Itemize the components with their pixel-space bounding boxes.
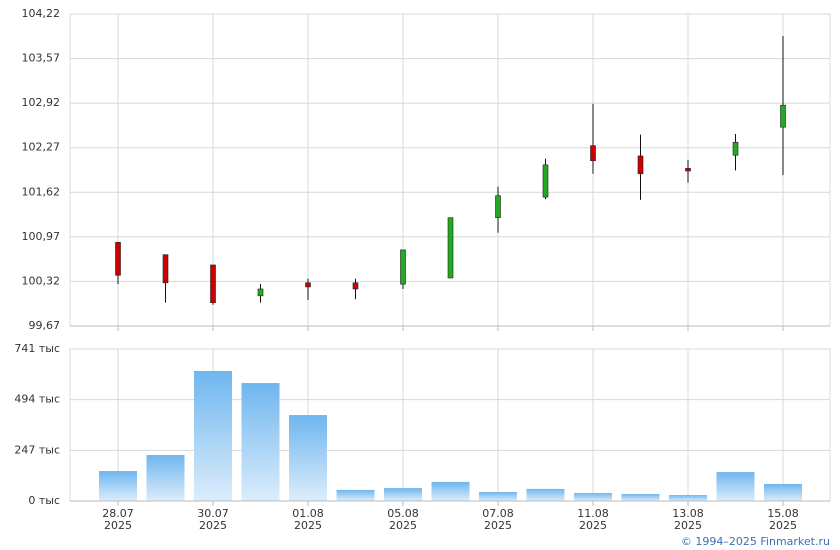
- x-tick-year: 2025: [294, 519, 322, 532]
- candle-body: [210, 264, 216, 303]
- x-tick-label: 15.08: [767, 507, 799, 520]
- y-tick-label: 100,97: [22, 230, 61, 243]
- y-tick-label: 103,57: [22, 52, 61, 65]
- candle-body: [495, 195, 501, 218]
- y-tick-label: 101,62: [22, 185, 61, 198]
- volume-bar: [384, 488, 422, 501]
- volume-bar: [146, 455, 185, 501]
- y-tick-label: 100,32: [22, 274, 61, 287]
- candle-body: [637, 155, 644, 175]
- y-tick-label: 494 тыс: [14, 393, 60, 406]
- y-tick-label: 104,22: [22, 7, 61, 20]
- volume-bar: [99, 471, 137, 501]
- volume-bar: [479, 491, 517, 501]
- volume-bar: [574, 493, 612, 501]
- x-tick-year: 2025: [674, 519, 702, 532]
- candle-body: [542, 164, 549, 198]
- y-tick-label: 247 тыс: [14, 443, 60, 456]
- volume-bar: [194, 370, 232, 501]
- x-tick-year: 2025: [199, 519, 227, 532]
- x-tick-year: 2025: [389, 519, 417, 532]
- x-tick-year: 2025: [769, 519, 797, 532]
- volume-bar: [289, 415, 327, 501]
- candle-body: [447, 217, 454, 279]
- candle-body: [352, 282, 359, 290]
- x-tick-label: 05.08: [387, 507, 419, 520]
- candle-body: [780, 104, 786, 128]
- x-tick-label: 07.08: [482, 507, 514, 520]
- plot-area: [69, 13, 831, 327]
- candle-body: [400, 249, 406, 285]
- volume-bar: [669, 495, 707, 501]
- candle-body: [590, 145, 596, 162]
- volume-bar: [241, 383, 280, 501]
- x-tick-label: 28.07: [102, 507, 134, 520]
- candle-body: [685, 167, 691, 172]
- volume-bar: [336, 489, 375, 501]
- x-tick-label: 13.08: [672, 507, 704, 520]
- volume-bar: [764, 483, 802, 501]
- candle-body: [305, 282, 311, 288]
- x-tick-label: 01.08: [292, 507, 324, 520]
- y-tick-label: 0 тыс: [28, 494, 60, 507]
- candle-body: [732, 141, 739, 156]
- volume-bar: [431, 481, 470, 501]
- x-tick-year: 2025: [579, 519, 607, 532]
- x-tick-label: 11.08: [577, 507, 609, 520]
- candle-body: [162, 254, 169, 284]
- candle-body: [257, 288, 264, 297]
- volume-bar: [526, 488, 565, 501]
- x-tick-year: 2025: [104, 519, 132, 532]
- y-tick-label: 102,92: [22, 96, 61, 109]
- volume-bar: [621, 494, 660, 501]
- x-tick-label: 30.07: [197, 507, 229, 520]
- y-tick-label: 741 тыс: [14, 342, 60, 355]
- y-tick-label: 102,27: [22, 141, 61, 154]
- volume-bar: [716, 472, 755, 501]
- candle-body: [115, 242, 121, 276]
- y-tick-label: 99,67: [29, 319, 61, 332]
- footer: © 1994–2025 Finmarket.ru: [681, 535, 830, 548]
- x-tick-year: 2025: [484, 519, 512, 532]
